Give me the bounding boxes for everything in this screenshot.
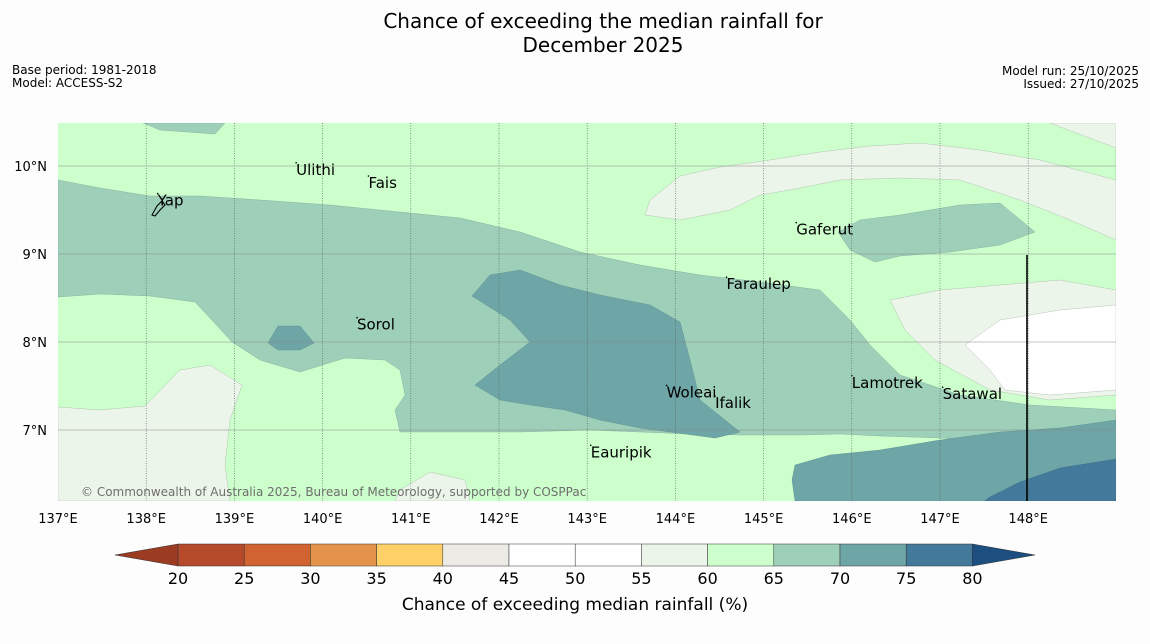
field-55-60-south [394,471,471,501]
contour-fields [58,123,1116,501]
lat-tick-label: 10°N [14,160,47,175]
colorbar-segment [508,543,576,567]
place-label: Satawal [943,385,1002,403]
lon-tick-label: 141°E [391,512,431,527]
field-70-75-core [471,269,741,439]
map-title: Chance of exceeding the median rainfall … [0,9,1150,57]
colorbar-tick-label: 20 [168,569,188,588]
colorbar-segment [839,543,907,567]
colorbar-segment [243,543,311,567]
colorbar-segment [707,543,775,567]
colorbar-tick-label: 25 [234,569,254,588]
colorbar-tick-label: 55 [631,569,651,588]
lon-tick-label: 144°E [656,512,696,527]
field-55-60-northeast [644,123,1116,241]
place-label: Gaferut [796,221,853,239]
colorbar-segment [641,543,708,567]
colorbar-tick-label: 30 [300,569,320,588]
colorbar-tick-label: 75 [896,569,916,588]
lon-tick-label: 137°E [38,512,78,527]
colorbar-segment [310,543,377,567]
place-label: Lamotrek [852,374,923,392]
issued-date: Issued: 27/10/2025 [1023,77,1139,91]
colorbar-tick-label: 40 [433,569,453,588]
place-label: Faraulep [727,275,791,293]
island-marker [941,386,944,389]
place-label: Eauripik [591,443,652,461]
colorbar-title: Chance of exceeding median rainfall (%) [402,595,748,615]
place-label: Ifalik [715,394,751,412]
island-marker [356,316,358,319]
colorbar-tick-label: 70 [830,569,850,588]
island-marker [725,276,728,279]
place-label: Woleai [667,383,717,401]
lon-tick-label: 148°E [1008,512,1048,527]
colorbar-tick-label: 80 [962,569,982,588]
place-label: Yap [157,192,184,210]
lon-tick-label: 147°E [920,512,960,527]
lon-tick-label: 142°E [479,512,519,527]
lat-tick-label: 9°N [23,248,48,263]
field-65-70-northeast [837,202,1036,263]
colorbar-segment [177,543,245,567]
field-70-75-west [267,325,315,351]
colorbar-over-arrow [972,543,1036,567]
colorbar-segment [376,543,444,567]
copyright-notice: © Commonwealth of Australia 2025, Bureau… [81,485,586,499]
field-55-60-southwest [58,364,243,501]
lon-tick-label: 146°E [832,512,872,527]
field-45-55-east [964,304,1116,396]
colorbar-tick-label: 60 [697,569,717,588]
colorbar-under-arrow [114,543,179,567]
place-label: Sorol [357,316,395,334]
run-info: Model run: 25/10/2025 Issued: 27/10/2025 [1002,65,1139,91]
island-marker [589,444,592,447]
field-65-70-top [142,123,226,135]
lon-tick-label: 138°E [126,512,166,527]
model-run: Model run: 25/10/2025 [1001,64,1139,78]
island-marker [295,162,297,164]
title-line-2: December 2025 [522,33,684,57]
colorbar-segment [574,543,642,567]
title-line-1: Chance of exceeding the median rainfall … [383,9,823,33]
place-label: Ulithi [296,161,335,179]
base-period: Base period: 1981-2018 [12,63,157,77]
colorbar-tick-label: 65 [764,569,784,588]
yap-island-outline [151,200,166,217]
colorbar-tick-label: 35 [366,569,386,588]
place-label: Fais [368,174,397,192]
island-marker [665,384,668,387]
colorbar-tick-label: 50 [565,569,585,588]
gridlines [58,123,1116,501]
base-info: Base period: 1981-2018 Model: ACCESS-S2 [12,64,157,90]
latitude-tick-labels: 10°N 9°N 8°N 7°N [14,160,47,439]
island-marker [795,221,798,224]
lon-tick-label: 145°E [744,512,784,527]
colorbar-tick-label: 45 [499,569,519,588]
model-name: Model: ACCESS-S2 [12,76,124,90]
colorbar-segment [773,543,841,567]
field-75-80-southeast [984,458,1116,501]
place-labels: Ulithi Fais Yap Gaferut Faraulep Sorol Lamotre… [157,161,1002,461]
longitude-tick-labels: 137°E 138°E 139°E 140°E 141°E 142°E 143°E 144°E… [38,512,1048,527]
island-marker [367,175,370,177]
island-marker [851,374,853,377]
lon-tick-label: 143°E [567,512,607,527]
colorbar-segment [905,543,973,567]
lon-tick-label: 139°E [215,512,255,527]
lat-tick-label: 7°N [23,424,48,439]
island-marker [156,192,159,195]
lat-tick-label: 8°N [23,336,48,351]
colorbar: 20 25 30 35 40 45 50 55 60 65 70 75 80 [114,543,1036,588]
lon-tick-label: 140°E [303,512,343,527]
island-marker [714,395,716,397]
colorbar-segment [442,543,510,567]
